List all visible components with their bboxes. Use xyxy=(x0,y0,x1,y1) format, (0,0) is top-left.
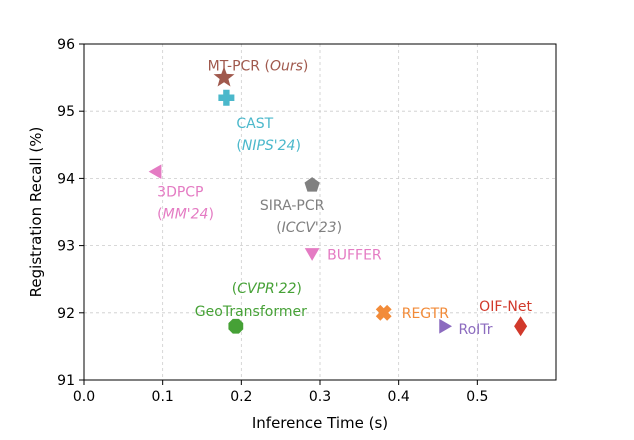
point-label-roitr: RoITr xyxy=(459,322,493,338)
marker-sira-pcr xyxy=(304,177,320,192)
point-label-3dpcp: 3DPCP xyxy=(157,185,203,201)
point-label-geotransformer: GeoTransformer xyxy=(195,304,307,320)
point-label-cast: (NIPS'24) xyxy=(236,138,301,154)
x-tick-label: 0.0 xyxy=(73,389,95,405)
y-tick-label: 95 xyxy=(57,104,75,120)
point-label-regtr: REGTR xyxy=(402,306,449,322)
y-axis-title: Registration Recall (%) xyxy=(27,127,45,298)
point-label-mt-pcr: MT-PCR (Ours) xyxy=(208,59,309,75)
y-tick-label: 93 xyxy=(57,239,75,255)
point-label-sira-pcr: SIRA-PCR xyxy=(260,198,325,214)
marker-roitr xyxy=(439,318,453,334)
marker-oif-net xyxy=(514,316,528,337)
marker-regtr xyxy=(375,304,392,321)
point-label-sira-pcr: (ICCV'23) xyxy=(276,220,342,236)
point-label-oif-net: OIF-Net xyxy=(479,299,532,315)
data-points xyxy=(148,66,528,337)
point-label-cast: CAST xyxy=(236,116,273,132)
axis-ticks: 0.0 0.1 0.2 0.3 0.4 0.5 91 92 93 94 95 96 xyxy=(57,37,488,405)
marker-mt-pcr xyxy=(213,66,235,87)
y-tick-label: 92 xyxy=(57,306,75,322)
x-tick-label: 0.1 xyxy=(152,389,174,405)
marker-buffer xyxy=(304,248,320,261)
x-tick-label: 0.3 xyxy=(309,389,331,405)
point-label-3dpcp: (MM'24) xyxy=(157,207,214,223)
point-labels: MT-PCR (Ours) CAST (NIPS'24) 3DPCP (MM'24) SI… xyxy=(157,59,532,339)
x-tick-label: 0.5 xyxy=(466,389,488,405)
marker-3dpcp xyxy=(148,164,162,180)
marker-cast xyxy=(218,89,235,106)
y-tick-label: 91 xyxy=(57,373,75,389)
plot-frame xyxy=(83,43,557,381)
point-label-geotransformer: (CVPR'22) xyxy=(232,281,302,297)
x-tick-label: 0.2 xyxy=(230,389,252,405)
x-axis-title: Inference Time (s) xyxy=(252,414,388,432)
y-tick-label: 96 xyxy=(57,37,75,53)
y-tick-label: 94 xyxy=(57,171,75,187)
x-tick-label: 0.4 xyxy=(388,389,410,405)
marker-geotransformer xyxy=(228,318,244,334)
point-label-buffer: BUFFER xyxy=(327,247,382,263)
